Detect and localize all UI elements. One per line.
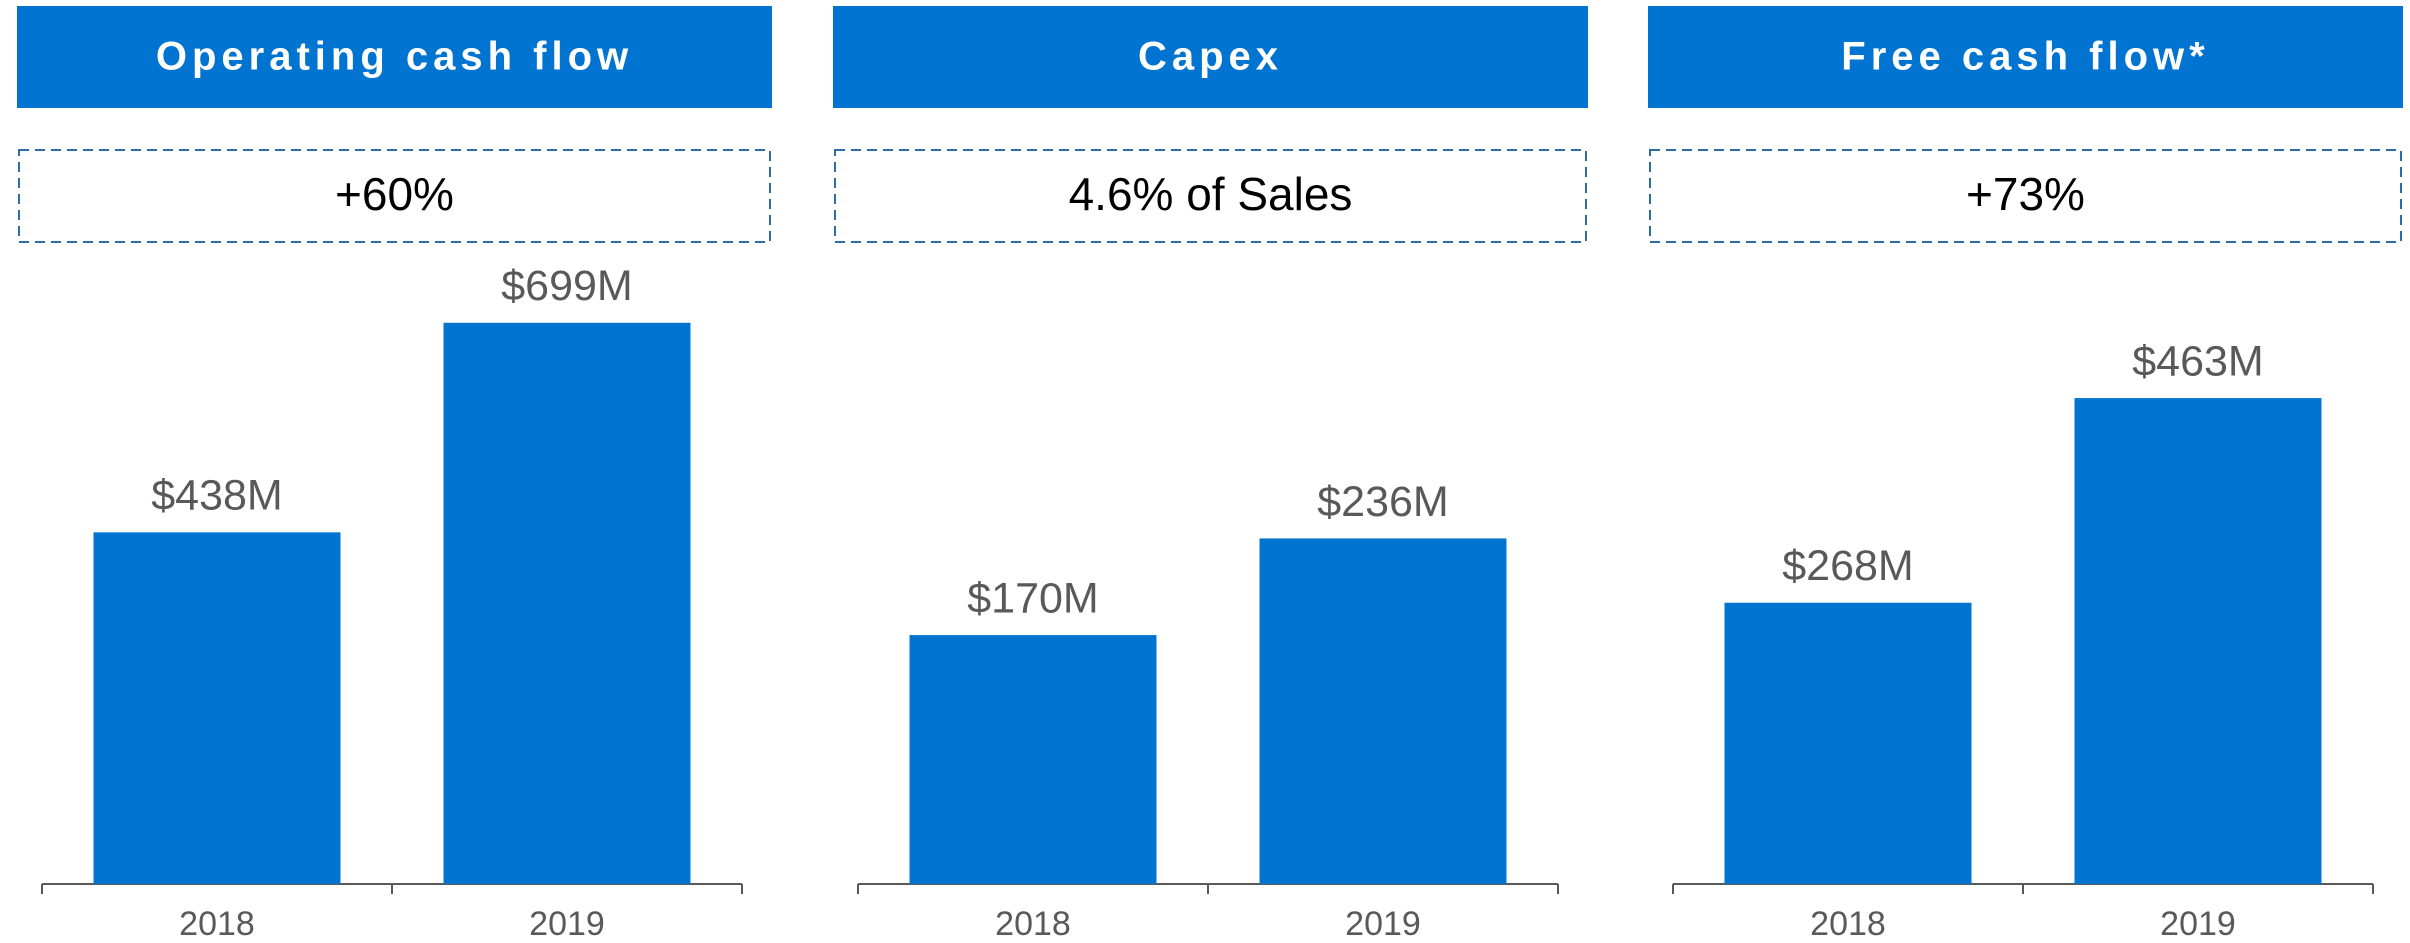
annotation: +60% (335, 168, 454, 220)
x-tick-label: 2018 (179, 905, 255, 943)
value-label: $236M (1317, 478, 1448, 526)
panel-header (833, 6, 1588, 108)
annotation-box (834, 149, 1587, 243)
bar (909, 635, 1157, 884)
bar (1259, 538, 1507, 884)
x-tick-label: 2019 (2160, 905, 2236, 943)
x-tick-label: 2018 (1810, 905, 1886, 943)
bar (2074, 398, 2322, 884)
annotation-box (1649, 149, 2402, 243)
value-label: $438M (151, 472, 282, 520)
panel-header (17, 6, 772, 108)
value-label: $170M (967, 574, 1098, 622)
annotation-box (18, 149, 771, 243)
bar (1724, 602, 1972, 884)
bar (443, 322, 691, 884)
value-label: $699M (501, 262, 632, 310)
x-tick-label: 2019 (1345, 905, 1421, 943)
x-tick-label: 2019 (529, 905, 605, 943)
value-label: $463M (2132, 337, 2263, 385)
panel-title: Free cash flow* (1841, 35, 2209, 79)
x-tick-label: 2018 (995, 905, 1071, 943)
bar (93, 532, 341, 884)
panel-title: Operating cash flow (156, 35, 633, 79)
annotation: +73% (1966, 168, 2085, 220)
panel-header (1648, 6, 2403, 108)
value-label: $268M (1782, 542, 1913, 590)
annotation: 4.6% of Sales (1069, 168, 1353, 220)
panel-title: Capex (1138, 35, 1283, 79)
